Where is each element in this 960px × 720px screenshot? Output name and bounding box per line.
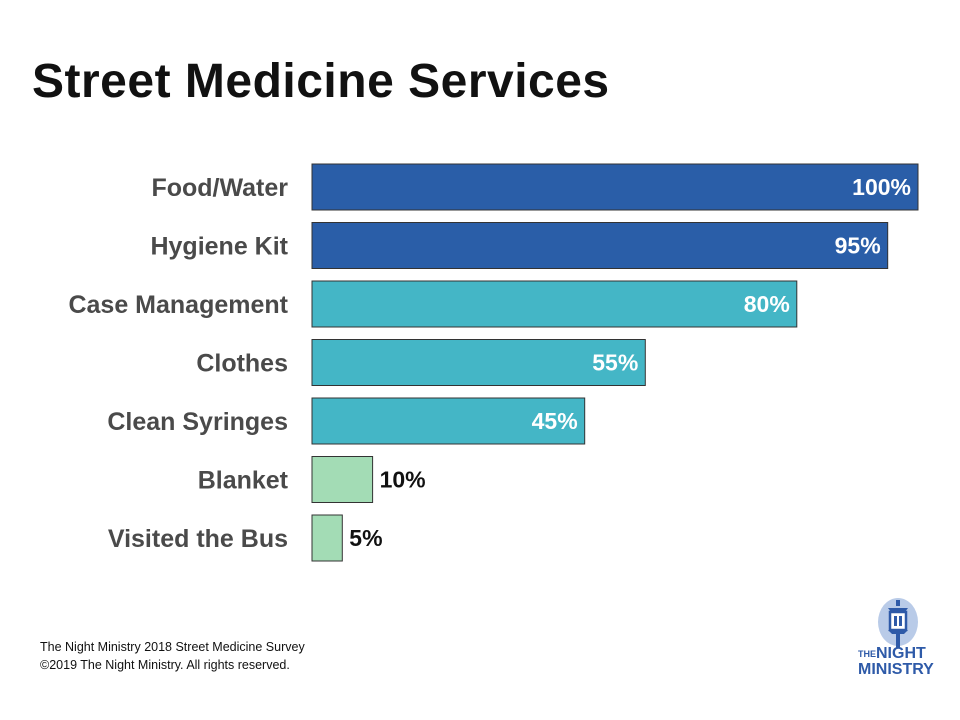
value-label: 80% xyxy=(744,291,790,317)
category-label: Clothes xyxy=(196,350,288,378)
footer-copyright: ©2019 The Night Ministry. All rights res… xyxy=(40,658,290,672)
bar xyxy=(311,163,919,211)
bar xyxy=(311,397,586,445)
bar xyxy=(311,456,374,503)
category-label: Blanket xyxy=(198,467,289,495)
value-label: 55% xyxy=(592,350,638,376)
bar xyxy=(311,339,646,386)
category-label: Food/Water xyxy=(151,174,288,202)
category-label: Visited the Bus xyxy=(108,525,288,553)
logo-ministry: MINISTRY xyxy=(858,661,934,678)
category-label: Hygiene Kit xyxy=(150,233,288,261)
footer-source: The Night Ministry 2018 Street Medicine … xyxy=(40,640,305,654)
value-label: 95% xyxy=(835,233,881,259)
logo-the: THE xyxy=(858,649,876,659)
category-label: Case Management xyxy=(68,291,288,319)
bar-chart: Food/Water 100% Hygiene Kit 95% Case Managem… xyxy=(68,163,919,562)
bar xyxy=(311,222,889,269)
footer: The Night Ministry 2018 Street Medicine … xyxy=(40,638,305,674)
night-ministry-logo: THENIGHT MINISTRY xyxy=(858,598,954,680)
value-label: 10% xyxy=(380,467,426,493)
value-label: 5% xyxy=(349,525,382,551)
value-label: 100% xyxy=(852,174,911,200)
category-label: Clean Syringes xyxy=(107,408,288,436)
lamppost-icon xyxy=(878,598,918,648)
value-label: 45% xyxy=(532,408,578,434)
chart-title: Street Medicine Services xyxy=(32,55,610,108)
bar xyxy=(311,514,343,562)
logo-night: NIGHT xyxy=(876,645,926,662)
bar xyxy=(311,280,798,328)
